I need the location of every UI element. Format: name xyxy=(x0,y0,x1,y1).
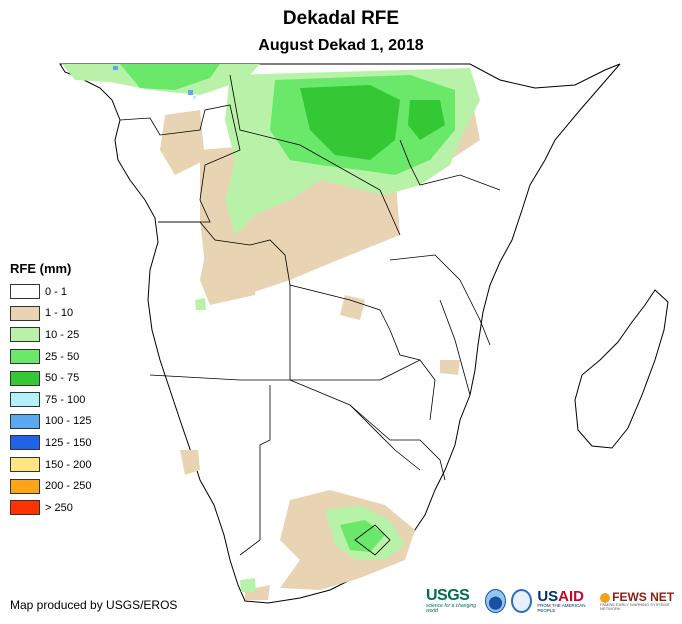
fews-net-text: FEWS NET xyxy=(612,590,675,604)
legend-label: 125 - 150 xyxy=(45,436,92,449)
legend-label: 200 - 250 xyxy=(45,480,92,493)
legend-label: 25 - 50 xyxy=(45,350,80,363)
legend-item: 200 - 250 xyxy=(10,475,140,497)
legend-label: 75 - 100 xyxy=(45,393,86,406)
legend-item: 1 - 10 xyxy=(10,303,140,325)
legend-swatch xyxy=(10,349,40,365)
legend-label: 10 - 25 xyxy=(45,328,80,341)
logo-bar: USGS science for a changing world USAID … xyxy=(426,586,678,616)
fews-tagline: FAMINE EARLY WARNING SYSTEMS NETWORK xyxy=(600,602,670,611)
seal-logo xyxy=(511,589,533,613)
rain-zone-50-75 xyxy=(300,85,445,160)
map-title: Dekadal RFE xyxy=(282,8,400,29)
legend-item: 25 - 50 xyxy=(10,346,140,368)
legend-swatch xyxy=(10,478,40,494)
legend-label: 100 - 125 xyxy=(45,415,92,428)
legend-item: 150 - 200 xyxy=(10,454,140,476)
usaid-logo: USAID FROM THE AMERICAN PEOPLE xyxy=(537,589,595,613)
legend-swatch xyxy=(10,435,40,451)
credit-text: Map produced by USGS/EROS xyxy=(10,598,178,612)
legend-swatch xyxy=(10,284,40,300)
noaa-logo xyxy=(485,589,507,613)
legend-item: 0 - 1 xyxy=(10,281,140,303)
usaid-us-text: US xyxy=(537,588,559,605)
legend-label: 150 - 200 xyxy=(45,458,92,471)
legend-item: 125 - 150 xyxy=(10,432,140,454)
usgs-logo: USGS science for a changing world xyxy=(426,588,480,614)
legend-swatch xyxy=(10,392,40,408)
madagascar xyxy=(574,289,669,449)
legend-rows: 0 - 1 1 - 10 10 - 25 25 - 50 50 - 75 75 - 100… xyxy=(10,281,140,519)
legend-title: RFE (mm) xyxy=(10,261,72,276)
legend-item: > 250 xyxy=(10,497,140,519)
legend-item: 50 - 75 xyxy=(10,367,140,389)
legend-swatch xyxy=(10,327,40,343)
legend-swatch xyxy=(10,457,40,473)
legend-label: > 250 xyxy=(45,501,73,514)
usgs-tagline: science for a changing world xyxy=(426,603,477,614)
legend-label: 1 - 10 xyxy=(45,307,74,320)
legend-swatch xyxy=(10,413,40,429)
legend: RFE (mm) 0 - 1 1 - 10 10 - 25 25 - 50 50 - 7… xyxy=(10,261,140,519)
legend-item: 75 - 100 xyxy=(10,389,140,411)
sun-icon xyxy=(600,592,611,603)
legend-swatch xyxy=(10,305,40,321)
legend-swatch xyxy=(10,500,40,516)
legend-swatch xyxy=(10,370,40,386)
map-subtitle: August Dekad 1, 2018 xyxy=(258,37,424,54)
legend-item: 10 - 25 xyxy=(10,324,140,346)
legend-label: 50 - 75 xyxy=(45,372,80,385)
fews-net-logo: FEWS NET FAMINE EARLY WARNING SYSTEMS NE… xyxy=(600,591,678,611)
rain-zone-high xyxy=(113,66,196,99)
usaid-tagline: FROM THE AMERICAN PEOPLE xyxy=(537,603,586,613)
legend-item: 100 - 125 xyxy=(10,411,140,433)
legend-label: 0 - 1 xyxy=(45,285,68,298)
usaid-aid-text: AID xyxy=(558,588,585,605)
country-borders xyxy=(119,74,501,556)
usgs-logo-text: USGS xyxy=(426,587,470,604)
